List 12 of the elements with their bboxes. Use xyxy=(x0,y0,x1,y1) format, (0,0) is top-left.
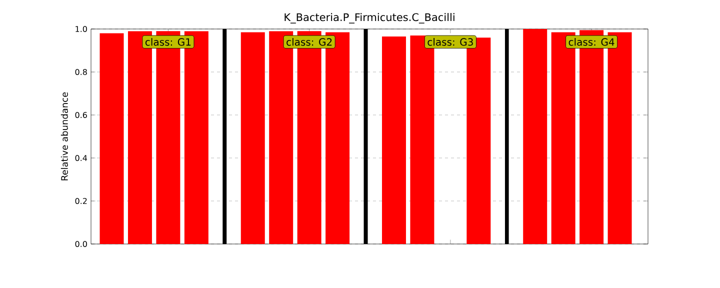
annotation: class: G3 xyxy=(428,38,473,46)
y-tick-label: 0.4 xyxy=(75,154,88,162)
chart-title: K_Bacteria.P_Firmicutes.C_Bacilli xyxy=(284,13,454,24)
annotation: class: G4 xyxy=(568,38,614,46)
y-tick-label: 0.6 xyxy=(75,112,87,118)
y-tick-label: 0.2 xyxy=(75,198,87,204)
annotation: class: G1 xyxy=(145,38,191,46)
y-tick-label: 1.0 xyxy=(76,26,87,32)
y-tick-label: 0.0 xyxy=(75,240,87,248)
y-tick-label: 0.8 xyxy=(75,68,87,76)
y-axis-title: Relative abundance xyxy=(60,92,68,180)
annotation: class: G2 xyxy=(286,38,332,46)
